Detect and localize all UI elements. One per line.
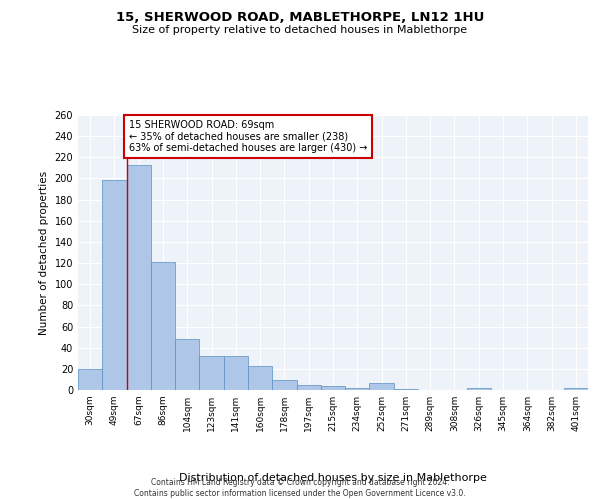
Text: 15 SHERWOOD ROAD: 69sqm
← 35% of detached houses are smaller (238)
63% of semi-d: 15 SHERWOOD ROAD: 69sqm ← 35% of detache…: [129, 120, 367, 154]
Bar: [102, 180, 127, 390]
Bar: [78, 369, 102, 390]
Bar: [321, 386, 345, 390]
Bar: [467, 388, 491, 390]
Bar: [248, 366, 272, 390]
Bar: [175, 339, 199, 390]
Text: Contains HM Land Registry data © Crown copyright and database right 2024.
Contai: Contains HM Land Registry data © Crown c…: [134, 478, 466, 498]
Bar: [199, 356, 224, 390]
Bar: [370, 382, 394, 390]
Bar: [345, 388, 370, 390]
Bar: [151, 262, 175, 390]
Text: Size of property relative to detached houses in Mablethorpe: Size of property relative to detached ho…: [133, 25, 467, 35]
Bar: [224, 356, 248, 390]
Bar: [127, 164, 151, 390]
Y-axis label: Number of detached properties: Number of detached properties: [39, 170, 49, 334]
X-axis label: Distribution of detached houses by size in Mablethorpe: Distribution of detached houses by size …: [179, 473, 487, 483]
Bar: [296, 384, 321, 390]
Bar: [564, 388, 588, 390]
Bar: [394, 389, 418, 390]
Text: 15, SHERWOOD ROAD, MABLETHORPE, LN12 1HU: 15, SHERWOOD ROAD, MABLETHORPE, LN12 1HU: [116, 11, 484, 24]
Bar: [272, 380, 296, 390]
